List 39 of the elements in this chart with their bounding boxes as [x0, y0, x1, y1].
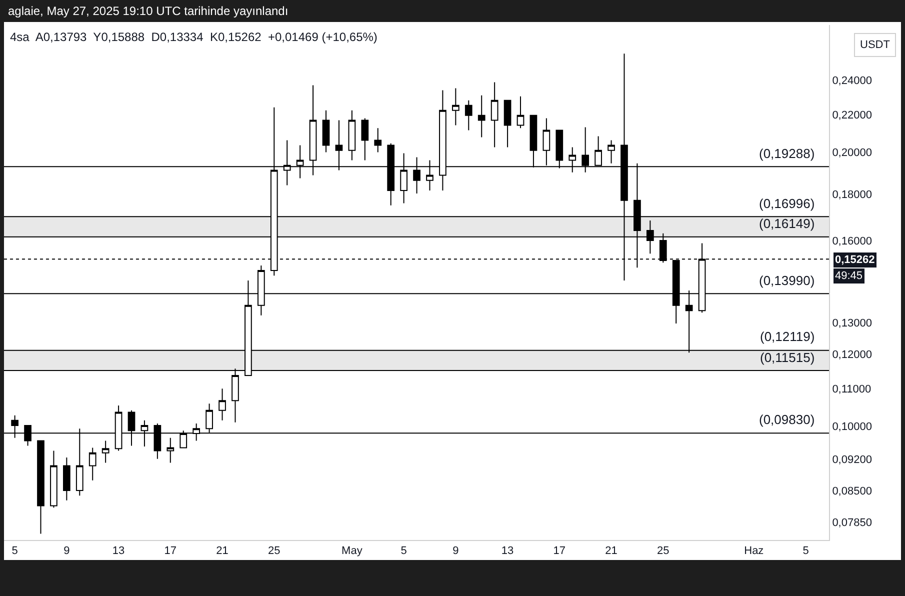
- y-tick-label: 0,16000: [832, 235, 872, 248]
- x-tick-label: 25: [657, 545, 670, 558]
- y-tick-label: 0,24000: [832, 75, 872, 88]
- y-tick-label: 0,18000: [832, 188, 872, 201]
- y-tick-label: 0,09200: [832, 454, 872, 466]
- x-tick-label: 17: [164, 545, 177, 558]
- x-tick-label: 25: [268, 545, 280, 558]
- ref-line-label: (0,19288): [759, 146, 815, 161]
- ref-line-label: (0,16996): [759, 196, 815, 211]
- x-tick-label: 9: [452, 545, 459, 558]
- y-tick-label: 0,07850: [832, 516, 872, 529]
- y-tick-label: 0,08500: [832, 485, 872, 498]
- x-tick-label: 5: [802, 545, 809, 558]
- x-tick-label: 5: [12, 545, 18, 558]
- x-tick-label: 13: [501, 545, 514, 558]
- ref-line-label: (0,12119): [760, 329, 815, 344]
- y-tick-label: 0,13000: [832, 317, 872, 330]
- y-tick-label: 0,22000: [832, 109, 872, 122]
- x-tick-label: Haz: [744, 545, 764, 558]
- chart-title: aglaie, May 27, 2025 19:10 UTC tarihinde yayınlandı: [8, 4, 288, 18]
- ref-line-label: (0,11515): [760, 350, 815, 365]
- x-tick-label: 21: [216, 545, 228, 558]
- ref-line-label: (0,09830): [759, 412, 815, 427]
- ref-line-label: 0,15262: [835, 254, 875, 266]
- ref-line-label: (0,13990): [759, 273, 815, 288]
- text: 49:45: [835, 270, 863, 282]
- ref-line-label: (0,16149): [759, 216, 815, 231]
- text: USDT: [860, 39, 890, 51]
- chart-subtitle: 4sa A0,13793 Y0,15888 D0,13334 K0,15262 +0,01469 (+10,65%): [10, 30, 378, 44]
- x-tick-label: 13: [112, 545, 125, 558]
- y-tick-label: 0,20000: [832, 147, 872, 160]
- x-tick-label: 5: [400, 545, 407, 558]
- x-tick-label: 21: [605, 545, 618, 558]
- x-tick-label: 9: [64, 545, 70, 558]
- y-tick-label: 0,11000: [832, 383, 872, 396]
- x-tick-label: 17: [553, 545, 566, 558]
- y-tick-label: 0,12000: [832, 349, 872, 362]
- x-tick-label: May: [342, 545, 363, 558]
- y-tick-label: 0,10000: [832, 421, 872, 434]
